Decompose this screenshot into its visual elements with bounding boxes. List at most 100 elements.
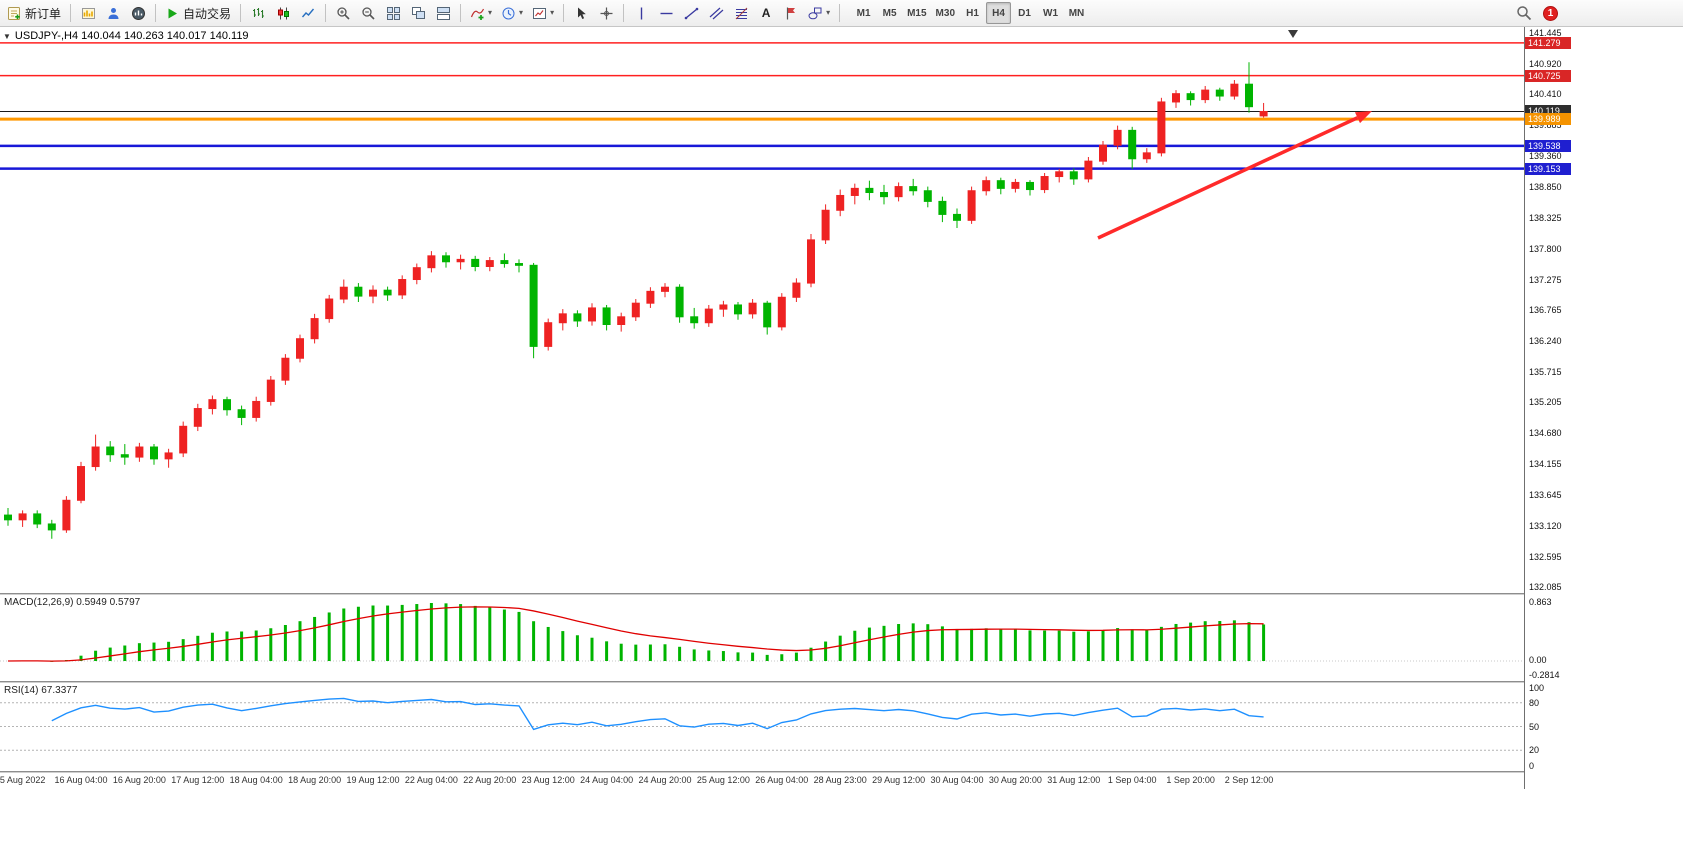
timeframe-button-m30[interactable]: M30 <box>935 7 955 19</box>
timeframe-button-h1[interactable]: H1 <box>966 7 979 19</box>
timeframe-button-w1[interactable]: W1 <box>1043 7 1058 19</box>
timeframe-button-m5[interactable]: M5 <box>882 7 897 19</box>
price-tick-label: 133.120 <box>1529 520 1562 531</box>
terminal-button[interactable] <box>126 2 150 24</box>
candle <box>310 318 319 340</box>
panel-splitter[interactable] <box>0 593 1578 595</box>
horizontal-level-lines[interactable] <box>0 42 1524 170</box>
time-axis-label: 18 Aug 04:00 <box>229 775 283 785</box>
crosshair-icon <box>600 7 613 19</box>
price-chart-panel[interactable]: ▼ USDJPY-,H4 140.044 140.263 140.017 140… <box>0 27 1524 593</box>
time-axis-label: 24 Aug 20:00 <box>638 775 692 785</box>
zoom-out-button[interactable] <box>356 2 380 24</box>
tile-horizontal-icon <box>436 6 450 20</box>
candle <box>120 454 129 458</box>
autotrading-label: 自动交易 <box>183 6 232 21</box>
toolbar-separator <box>325 4 327 22</box>
crosshair-button[interactable] <box>594 2 618 24</box>
new-order-icon <box>8 6 20 20</box>
candle <box>967 190 976 221</box>
zoom-in-icon <box>336 6 350 20</box>
vertical-line-tool-button[interactable] <box>629 2 653 24</box>
candle <box>1011 181 1020 189</box>
clock-icon <box>502 7 515 19</box>
rsi-panel[interactable]: RSI(14) 67.3377 <box>0 683 1524 771</box>
indicators-icon <box>470 8 485 20</box>
vertical-line-icon <box>640 7 642 19</box>
candle <box>500 260 509 265</box>
channel-tool-button[interactable] <box>704 2 728 24</box>
fibonacci-icon <box>735 7 747 19</box>
autotrading-button[interactable]: 自动交易 <box>161 2 235 24</box>
price-tick-label: 134.155 <box>1529 459 1562 470</box>
fibonacci-tool-button[interactable] <box>729 2 753 24</box>
trend-arrow[interactable] <box>1097 111 1372 240</box>
price-tick-label: 137.800 <box>1529 243 1562 254</box>
shapes-button[interactable]: ▾ <box>804 2 834 24</box>
candle <box>515 263 523 266</box>
indicators-button[interactable]: ▾ <box>466 2 496 24</box>
horizontal-line-tool-button[interactable] <box>654 2 678 24</box>
new-order-button[interactable]: 新订单 <box>3 2 65 24</box>
time-axis-label: 1 Sep 04:00 <box>1107 775 1157 785</box>
tile-windows-icon <box>386 6 400 20</box>
zoom-in-button[interactable] <box>331 2 355 24</box>
rsi-value: 67.3377 <box>41 685 78 696</box>
toolbar-right-group: 1 <box>1512 2 1558 24</box>
new-order-label: 新订单 <box>25 6 62 21</box>
templates-button[interactable]: ▾ <box>528 2 558 24</box>
candle <box>1026 181 1034 191</box>
chart-shift-marker[interactable] <box>1288 30 1298 38</box>
chart-title: USDJPY-,H4 140.044 140.263 140.017 140.1… <box>14 30 249 42</box>
navigator-icon <box>108 7 119 19</box>
timeframe-button-mn[interactable]: MN <box>1068 7 1085 19</box>
search-button[interactable] <box>1512 2 1536 24</box>
cascade-windows-button[interactable] <box>406 2 430 24</box>
candle <box>1215 89 1224 97</box>
macd-panel[interactable]: MACD(12,26,9) 0.5949 0.5797 <box>0 595 1524 681</box>
one-click-collapse-icon[interactable]: ▼ <box>3 31 11 41</box>
tile-horizontal-button[interactable] <box>431 2 455 24</box>
chevron-down-icon: ▾ <box>550 8 555 17</box>
candle <box>296 338 304 359</box>
timeframe-button-d1[interactable]: D1 <box>1018 7 1031 19</box>
price-level-badge: 141.279 <box>1525 36 1571 49</box>
notification-badge[interactable]: 1 <box>1543 5 1558 21</box>
template-icon <box>533 7 547 19</box>
macd-chart[interactable] <box>0 595 1524 681</box>
panel-splitter[interactable] <box>0 771 1578 773</box>
rsi-chart[interactable] <box>0 683 1524 771</box>
navigator-button[interactable] <box>101 2 125 24</box>
timeframe-button-m1[interactable]: M1 <box>856 7 871 19</box>
candle <box>704 308 713 324</box>
market-watch-button[interactable] <box>76 2 100 24</box>
chart-line-button[interactable] <box>296 2 320 24</box>
time-axis[interactable]: 5 Aug 2022 16 Aug 04:00 16 Aug 20:00 17 Aug… <box>0 773 1524 789</box>
timeframe-button-m15[interactable]: M15 <box>907 7 927 19</box>
periods-button[interactable]: ▾ <box>497 2 527 24</box>
trendline-tool-button[interactable] <box>679 2 703 24</box>
chart-candles-button[interactable] <box>271 2 295 24</box>
shapes-icon <box>808 7 822 19</box>
text-tool-button[interactable]: A <box>754 2 778 24</box>
chart-bars-button[interactable] <box>246 2 270 24</box>
candlestick-chart[interactable] <box>0 27 1524 593</box>
candle <box>339 286 348 300</box>
cursor-button[interactable] <box>569 2 593 24</box>
time-axis-label: 16 Aug 04:00 <box>54 775 108 785</box>
candle <box>996 180 1005 189</box>
time-axis-label: 26 Aug 04:00 <box>755 775 809 785</box>
timeframe-button-h4[interactable]: H4 <box>986 2 1011 24</box>
panel-splitter[interactable] <box>0 681 1578 683</box>
rsi-tick-label: 100 <box>1529 683 1545 693</box>
tile-windows-button[interactable] <box>381 2 405 24</box>
horizontal-line-icon <box>660 12 673 14</box>
candle <box>923 190 932 202</box>
candle <box>1172 93 1180 103</box>
price-axis-column[interactable]: 141.445 140.920 140.410 139.885 139.360 138.8… <box>1524 27 1578 789</box>
label-tool-button[interactable] <box>779 2 803 24</box>
candle <box>1259 110 1268 117</box>
price-tick-label: 136.765 <box>1529 305 1562 315</box>
candle <box>1201 89 1210 101</box>
candle <box>588 307 596 322</box>
